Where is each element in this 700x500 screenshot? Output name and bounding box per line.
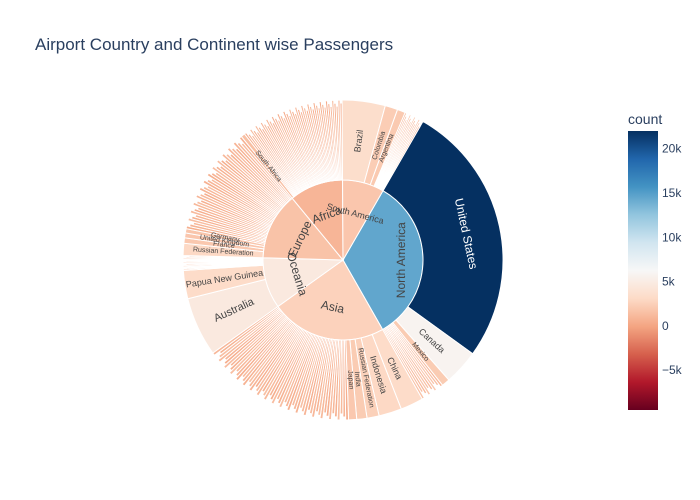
country-north-america-united-states[interactable] xyxy=(382,120,504,355)
country-label-south-america-brazil: Brazil xyxy=(352,129,365,153)
colorbar-tick-label: 5k xyxy=(662,275,676,289)
sunburst: North America United StatesCanadaMexicoAs… xyxy=(182,99,504,421)
colorbar-tick-label: 20k xyxy=(662,142,682,156)
country-label-asia-india: India xyxy=(353,371,362,387)
country-minor-south-america[interactable] xyxy=(381,125,421,192)
continent-label-north-america: North America xyxy=(394,222,408,298)
colorbar-gradient xyxy=(628,131,658,410)
colorbar: count 20k 15k 10k 5k 0 −5k xyxy=(628,111,683,410)
colorbar-tick-label: −5k xyxy=(662,363,683,377)
colorbar-title: count xyxy=(628,111,662,127)
country-label-europe-france: France xyxy=(213,241,236,251)
chart-title: Airport Country and Continent wise Passe… xyxy=(35,35,393,54)
colorbar-tick-label: 0 xyxy=(662,319,669,333)
colorbar-tick-label: 10k xyxy=(662,230,682,244)
colorbar-tick-label: 15k xyxy=(662,186,682,200)
country-label-europe-russian-federation: Russian Federation xyxy=(193,246,254,257)
country-label-asia-japan: Japan xyxy=(346,370,354,390)
continent-label-asia: Asia xyxy=(320,298,346,317)
